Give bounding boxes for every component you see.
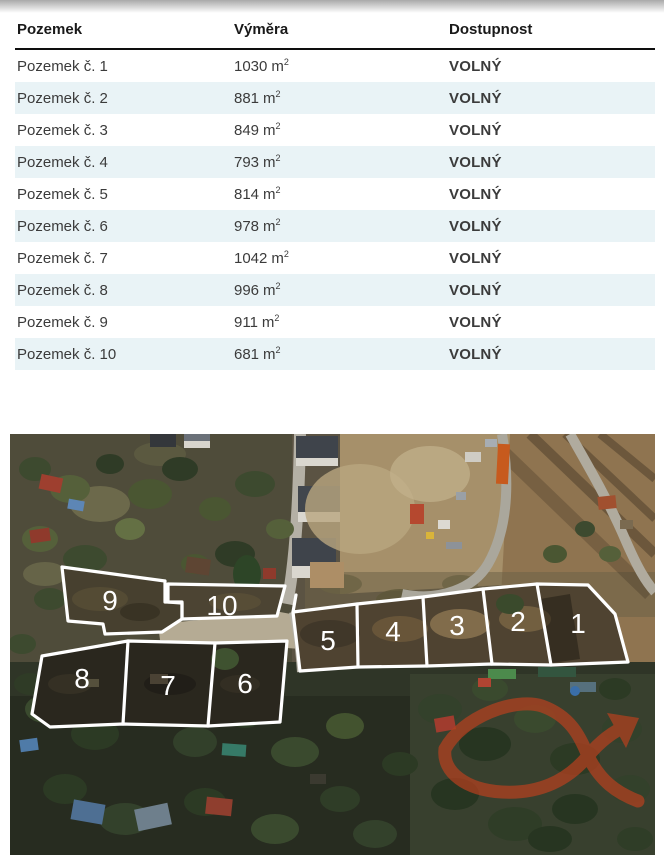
plot-outline-8-7-6 bbox=[30, 639, 289, 729]
plot-name-cell: Pozemek č. 1 bbox=[17, 57, 108, 75]
plot-name-cell: Pozemek č. 5 bbox=[17, 185, 108, 203]
table-row: Pozemek č. 5 814 m2 VOLNÝ bbox=[15, 178, 655, 210]
plot-label-3: 3 bbox=[449, 610, 465, 641]
plot-name-cell: Pozemek č. 3 bbox=[17, 121, 108, 139]
plot-label-1: 1 bbox=[570, 608, 586, 639]
plots-table: Pozemek Výměra Dostupnost Pozemek č. 1 1… bbox=[15, 10, 655, 370]
plot-outline-9 bbox=[60, 565, 184, 636]
plot-status-cell: VOLNÝ bbox=[449, 185, 502, 203]
column-header-dostupnost: Dostupnost bbox=[447, 10, 655, 50]
plot-label-8: 8 bbox=[74, 663, 90, 694]
plot-area-cell: 681 m2 bbox=[234, 345, 281, 363]
plot-status-cell: VOLNÝ bbox=[449, 121, 502, 139]
plot-status-cell: VOLNÝ bbox=[449, 249, 502, 267]
plot-labels: 9 10 8 7 6 5 4 3 2 1 bbox=[74, 585, 586, 701]
plot-name-cell: Pozemek č. 6 bbox=[17, 217, 108, 235]
plot-area-cell: 814 m2 bbox=[234, 185, 281, 203]
plot-name-cell: Pozemek č. 7 bbox=[17, 249, 108, 267]
aerial-photo: 9 10 8 7 6 5 4 3 2 1 bbox=[10, 434, 655, 855]
table-row: Pozemek č. 7 1042 m2 VOLNÝ bbox=[15, 242, 655, 274]
plot-label-7: 7 bbox=[160, 670, 176, 701]
plot-area-cell: 978 m2 bbox=[234, 217, 281, 235]
plot-status-cell: VOLNÝ bbox=[449, 281, 502, 299]
plot-divider-5-4 bbox=[355, 602, 360, 669]
plot-status-cell: VOLNÝ bbox=[449, 153, 502, 171]
plot-area-cell: 793 m2 bbox=[234, 153, 281, 171]
table-row: Pozemek č. 3 849 m2 VOLNÝ bbox=[15, 114, 655, 146]
table-row: Pozemek č. 1 1030 m2 VOLNÝ bbox=[15, 49, 655, 82]
plot-area-cell: 881 m2 bbox=[234, 89, 281, 107]
plot-outline-10 bbox=[166, 582, 287, 621]
plot-status-cell: VOLNÝ bbox=[449, 89, 502, 107]
plot-label-2: 2 bbox=[510, 606, 526, 637]
column-header-pozemek: Pozemek bbox=[15, 10, 232, 50]
plot-name-cell: Pozemek č. 8 bbox=[17, 281, 108, 299]
plot-divider-3-2 bbox=[481, 587, 494, 666]
plot-divider-2-1 bbox=[535, 582, 553, 667]
plot-status-cell: VOLNÝ bbox=[449, 57, 502, 75]
plot-outlines bbox=[30, 565, 630, 729]
trees bbox=[10, 454, 653, 852]
plot-strip-spur bbox=[291, 593, 298, 614]
table-row: Pozemek č. 4 793 m2 VOLNÝ bbox=[15, 146, 655, 178]
plot-name-cell: Pozemek č. 10 bbox=[17, 345, 117, 363]
plot-status-cell: VOLNÝ bbox=[449, 313, 502, 331]
plot-area-cell: 996 m2 bbox=[234, 281, 281, 299]
plot-label-9: 9 bbox=[102, 585, 118, 616]
plot-label-5: 5 bbox=[320, 625, 336, 656]
column-header-vymera: Výměra bbox=[232, 10, 447, 50]
plot-outline-5-to-1 bbox=[291, 582, 630, 673]
plot-area-cell: 911 m2 bbox=[234, 313, 280, 331]
plot-divider-4-3 bbox=[421, 595, 429, 668]
plot-area-cell: 1030 m2 bbox=[234, 57, 289, 75]
table-row: Pozemek č. 9 911 m2 VOLNÝ bbox=[15, 306, 655, 338]
table-row: Pozemek č. 2 881 m2 VOLNÝ bbox=[15, 82, 655, 114]
page-top-shadow bbox=[0, 0, 664, 13]
plot-name-cell: Pozemek č. 4 bbox=[17, 153, 108, 171]
header-row: Pozemek Výměra Dostupnost bbox=[15, 10, 655, 50]
plot-label-4: 4 bbox=[385, 616, 401, 647]
plot-area-cell: 1042 m2 bbox=[234, 249, 289, 267]
plot-divider-7-6 bbox=[206, 641, 217, 728]
plot-divider-8-7 bbox=[121, 639, 130, 726]
plot-label-10: 10 bbox=[206, 590, 237, 621]
plot-soil bbox=[32, 567, 628, 727]
buildings bbox=[19, 434, 633, 832]
plot-status-cell: VOLNÝ bbox=[449, 217, 502, 235]
table-row: Pozemek č. 6 978 m2 VOLNÝ bbox=[15, 210, 655, 242]
plot-area-cell: 849 m2 bbox=[234, 121, 281, 139]
construction-truck bbox=[495, 443, 511, 485]
table-row: Pozemek č. 10 681 m2 VOLNÝ bbox=[15, 338, 655, 370]
table-row: Pozemek č. 8 996 m2 VOLNÝ bbox=[15, 274, 655, 306]
plot-name-cell: Pozemek č. 9 bbox=[17, 313, 108, 331]
plots-table-header: Pozemek Výměra Dostupnost bbox=[15, 10, 655, 50]
plot-name-cell: Pozemek č. 2 bbox=[17, 89, 108, 107]
fish-arrow-logo-icon bbox=[438, 697, 645, 808]
plot-label-6: 6 bbox=[237, 668, 253, 699]
plot-status-cell: VOLNÝ bbox=[449, 345, 502, 363]
